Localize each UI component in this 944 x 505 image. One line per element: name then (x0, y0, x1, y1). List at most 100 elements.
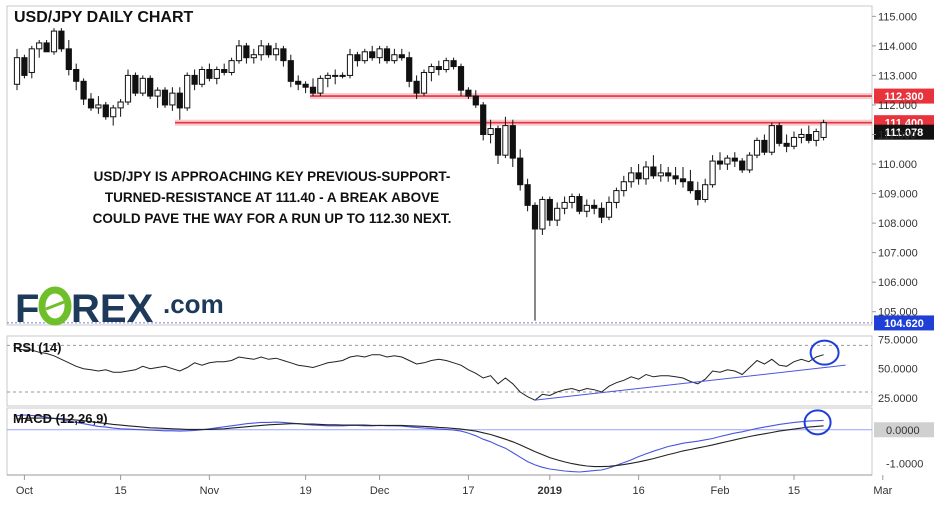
candle (746, 152, 753, 173)
candle-body-up (228, 60, 235, 73)
candle (383, 45, 391, 64)
candle-body-down (494, 128, 502, 156)
candle (309, 78, 317, 97)
annotation-line-2: TURNED-RESISTANCE AT 111.40 - A BREAK AB… (105, 190, 439, 205)
candle-body-up (820, 122, 827, 138)
logo-o-icon (38, 286, 72, 326)
candle (724, 155, 731, 170)
candle (339, 72, 346, 79)
time-axis: Oct 15 Nov 19 Dec 17 2019 16 Feb 15 Mar (16, 475, 893, 497)
candle (605, 196, 613, 221)
price-tick-label: 113.000 (878, 70, 917, 82)
macd-panel: 0.0000 -1.0000 (7, 409, 934, 473)
candle-body-down (731, 157, 738, 162)
candle (110, 104, 117, 126)
candle (139, 75, 146, 97)
candle-body-down (161, 89, 169, 106)
candle-body-down (383, 48, 391, 62)
candle (568, 193, 576, 209)
candle-body-up (13, 57, 21, 85)
time-tick-label: 17 (462, 485, 474, 497)
price-tick-label: 114.000 (878, 41, 917, 53)
time-tick-label: Nov (200, 485, 220, 497)
candle-body-down (687, 181, 694, 192)
candle (324, 72, 331, 88)
candle (494, 125, 502, 165)
candle (317, 75, 324, 97)
candles (13, 28, 827, 321)
annotation-line-3: COULD PAVE THE WAY FOR A RUN UP TO 112.3… (93, 211, 452, 226)
macd-signal-line (16, 417, 824, 468)
price-tick-label: 111.000 (878, 129, 916, 141)
candle (716, 152, 724, 170)
time-tick-label: Oct (16, 485, 33, 497)
candle (391, 48, 398, 64)
price-tick-label: 107.000 (878, 248, 918, 260)
candle (576, 193, 583, 215)
candle (768, 122, 775, 156)
candle-body-down (472, 95, 479, 106)
candle (539, 196, 546, 235)
price-tick-label: 112.000 (878, 100, 917, 112)
candle-body-down (546, 198, 553, 221)
candle (258, 39, 265, 61)
candle-body-down (80, 80, 87, 100)
candle-body-up (487, 128, 494, 135)
candle-body-down (132, 74, 139, 94)
time-tick-label: 15 (114, 485, 126, 497)
candle-body-down (531, 204, 539, 230)
rsi-title: RSI (14) (13, 340, 61, 355)
candle-body-down (509, 125, 516, 159)
candle-body-up (554, 207, 561, 221)
candle-body-up (361, 51, 368, 62)
low-level-badge (874, 315, 934, 331)
candle (702, 178, 709, 203)
candle-body-down (576, 196, 583, 212)
candle (753, 137, 761, 159)
candle-body-up (258, 45, 265, 56)
time-tick-label: Feb (711, 485, 730, 497)
candle-body-down (102, 104, 109, 118)
candle-body-up (561, 201, 568, 209)
candle-body-down (598, 207, 605, 218)
rsi-highlight-circle (809, 339, 840, 366)
candle (161, 87, 169, 108)
candle-body-up (184, 74, 191, 109)
candle (191, 69, 198, 91)
candle (628, 166, 635, 188)
candle-body-down (635, 172, 642, 180)
candle-body-up (798, 133, 805, 138)
time-tick-label: 2019 (538, 485, 562, 497)
candle (28, 45, 35, 79)
candle (465, 87, 472, 100)
candle (272, 42, 280, 61)
candle-body-up (28, 48, 35, 73)
candle (531, 202, 539, 321)
candle-body-down (176, 92, 183, 109)
candle-body-up (250, 54, 257, 59)
candle-body-down (265, 45, 272, 56)
candle (346, 48, 354, 79)
candle-body-up (428, 66, 435, 73)
macd-panel-frame (6, 407, 873, 476)
time-tick-label: Mar (873, 485, 892, 497)
candle (302, 81, 309, 94)
candle-body-down (58, 30, 65, 50)
logo-text-f: F (15, 287, 39, 331)
candle-body-down (672, 175, 679, 180)
candle (280, 45, 287, 67)
price-tick-label: 106.000 (878, 277, 918, 289)
candle-body-up (332, 74, 339, 77)
resistance-badge (874, 88, 934, 104)
macd-title: MACD (12,26,9) (13, 411, 108, 426)
last-price-badge (874, 124, 934, 140)
candle (169, 87, 176, 111)
candle (117, 99, 124, 117)
candle (420, 69, 428, 97)
candle-body-down (465, 89, 472, 97)
candle (65, 39, 72, 76)
candle-body-down (450, 60, 457, 68)
candle (472, 90, 479, 108)
candle (620, 175, 627, 197)
price-tick-label: 105.000 (878, 307, 918, 319)
